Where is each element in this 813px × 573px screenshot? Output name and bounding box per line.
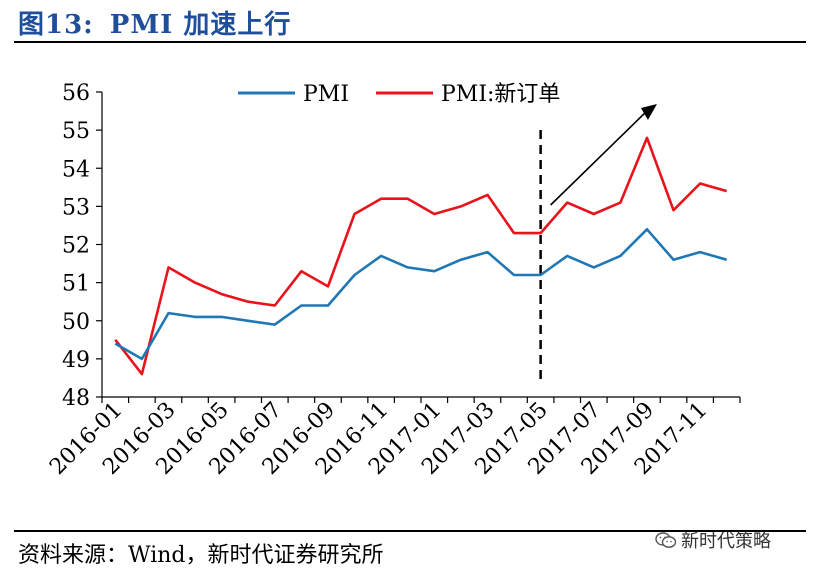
y-tick-label: 56 xyxy=(62,81,90,106)
legend-label-1: PMI:新订单 xyxy=(441,82,560,107)
y-tick-label: 55 xyxy=(62,119,90,144)
y-tick-label: 52 xyxy=(62,234,90,259)
y-tick-label: 49 xyxy=(62,348,90,373)
watermark: 新时代策略 xyxy=(655,527,771,553)
y-tick-label: 53 xyxy=(62,195,90,220)
x-axis: 2016-012016-032016-052016-072016-092016-… xyxy=(45,396,741,480)
source-note: 资料来源：Wind，新时代证券研究所 xyxy=(18,543,384,568)
series-line-1 xyxy=(114,136,728,376)
figure-title-text: PMI 加速上行 xyxy=(109,10,292,40)
figure-title: 图13: PMI 加速上行 xyxy=(18,4,291,41)
watermark-text: 新时代策略 xyxy=(681,531,771,552)
bottom-rule xyxy=(14,530,806,532)
series-group xyxy=(114,136,728,376)
legend-label-0: PMI xyxy=(303,82,349,107)
y-axis: 48 49 50 51 52 53 54 55 56 xyxy=(62,81,103,411)
trend-arrow-line xyxy=(550,110,648,206)
y-tick-label: 50 xyxy=(62,310,90,335)
trend-arrow-head xyxy=(640,104,657,120)
figure-number: 图13: xyxy=(18,10,94,40)
series-line-0 xyxy=(114,228,728,361)
legend: PMI PMI:新订单 xyxy=(238,82,560,107)
wechat-icon xyxy=(655,532,677,548)
y-tick-label: 54 xyxy=(62,157,90,182)
line-chart: 48 49 50 51 52 53 54 55 56 2016-012016-032016-05… xyxy=(45,81,741,480)
y-tick-label: 48 xyxy=(62,386,90,411)
top-rule xyxy=(14,41,806,43)
y-tick-label: 51 xyxy=(62,272,90,297)
chart-annotations xyxy=(539,104,657,385)
